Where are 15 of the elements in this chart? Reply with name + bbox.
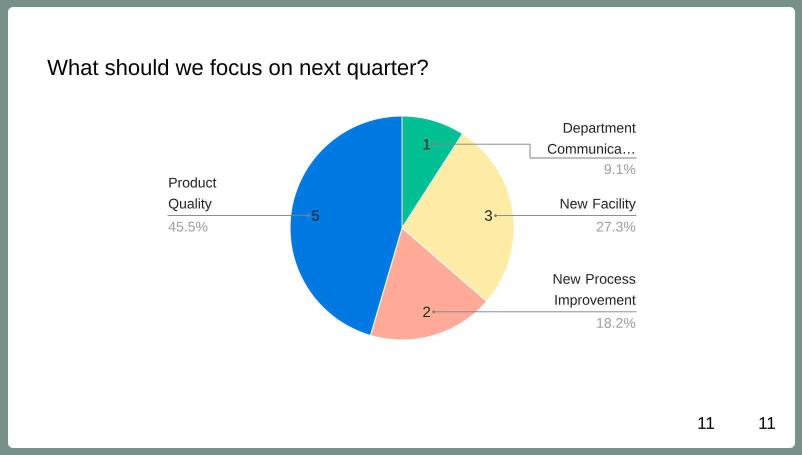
chart-title: What should we focus on next quarter?: [47, 59, 428, 80]
slice-label: Department Communica…: [548, 123, 636, 154]
text: 18.2%: [597, 318, 636, 328]
slice-label: Product Quality: [168, 177, 216, 212]
text: 45.5%: [168, 222, 208, 232]
text: 11: [698, 417, 714, 429]
text: 27.3%: [596, 222, 636, 232]
data-label: 3: [484, 210, 492, 221]
text: 9.1%: [604, 164, 636, 174]
slice-label: New Process Improvement: [554, 274, 636, 308]
text: 11: [759, 417, 775, 429]
data-label: 5: [312, 210, 320, 221]
data-label: 2: [423, 306, 430, 318]
data-label: 1: [424, 139, 430, 150]
slice-label: New Facility: [560, 198, 636, 212]
